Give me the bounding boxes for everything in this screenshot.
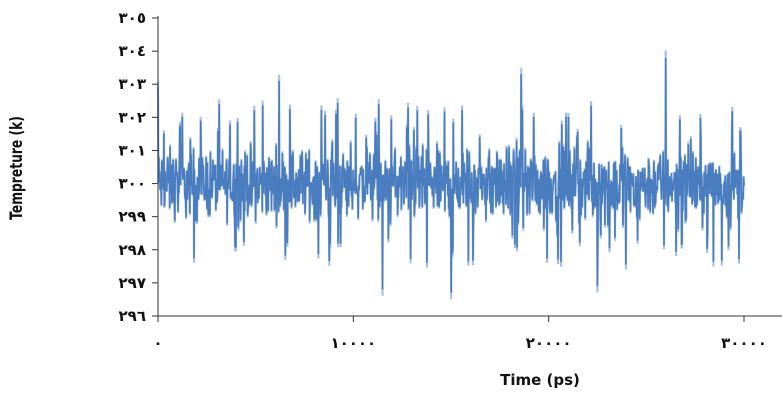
x-tick-label: ٣٠٠٠٠ [721, 334, 767, 352]
y-axis-title: Tempreture (k) [6, 116, 27, 220]
x-tick-label: ٢٠٠٠٠ [526, 334, 572, 352]
y-tick-label: ٢٩٨ [119, 241, 146, 259]
x-tick-label: ٠ [153, 334, 162, 352]
y-tick-label: ٣٠١ [119, 141, 146, 159]
y-tick-label: ٣٠٥ [119, 9, 146, 27]
y-tick-label: ٣٠٢ [119, 108, 146, 126]
x-tick-label: ١٠٠٠٠ [330, 334, 376, 352]
y-tick-label: ٣٠٤ [119, 42, 146, 60]
y-tick-label: ٢٩٦ [119, 307, 146, 325]
series-line [157, 57, 745, 293]
series-layer [156, 50, 746, 300]
y-tick-label: ٣٠٠ [119, 175, 146, 193]
x-axis-title: Time (ps) [500, 371, 580, 389]
y-tick-label: ٣٠٣ [119, 75, 146, 93]
y-tick-label: ٢٩٧ [119, 274, 146, 292]
axes-layer: ٢٩٦ ٢٩٧ ٢٩٨ ٢٩٩ ٣٠٠ ٣٠١ ٣٠٢ ٣٠٣ ٣٠٤ ٣٠٥ ٠ ١٠٠٠٠ ٢٠٠٠… [119, 9, 782, 352]
y-tick-label: ٢٩٩ [119, 208, 146, 226]
